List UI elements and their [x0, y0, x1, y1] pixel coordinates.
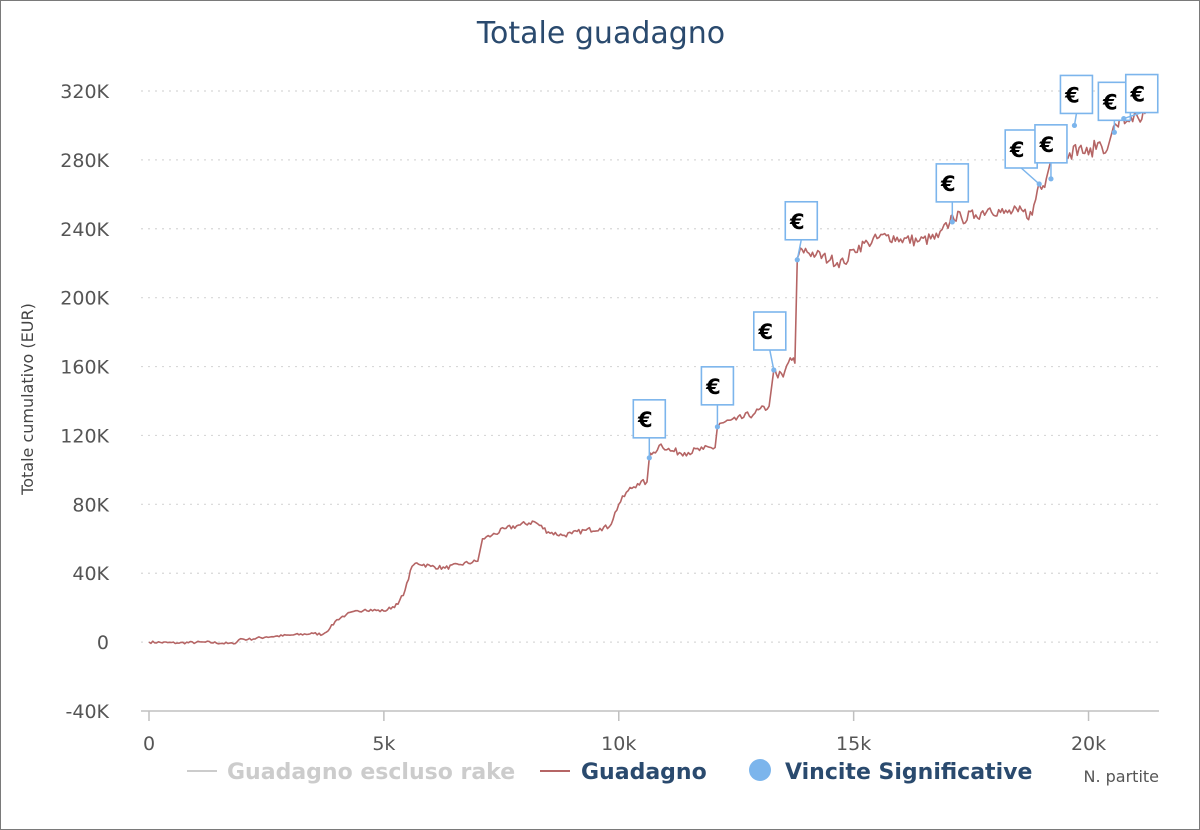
vincita-flag[interactable]: €: [935, 163, 970, 225]
vincita-point[interactable]: [1036, 181, 1042, 187]
vincita-point[interactable]: [949, 219, 955, 225]
flag-label: €: [1064, 83, 1080, 107]
y-tick-label: 80K: [72, 494, 109, 516]
flag-box: [752, 311, 787, 351]
legend-label-guadagno: Guadagno: [581, 760, 707, 785]
series-vincite-significative[interactable]: € € € € € € € € € €: [632, 73, 1159, 461]
y-tick-label: 0: [97, 632, 109, 654]
vincita-point[interactable]: [1048, 176, 1054, 182]
vincita-point[interactable]: [794, 257, 800, 263]
vincita-point[interactable]: [1071, 122, 1078, 129]
x-tick-label: 5k: [372, 733, 395, 755]
vincita-flag[interactable]: €: [1004, 129, 1042, 187]
x-tick-label: 15k: [836, 733, 871, 755]
flag-box: [632, 399, 667, 439]
flag-box: [700, 366, 735, 406]
vincita-flag[interactable]: €: [1034, 124, 1068, 182]
x-tick-label: 0: [143, 733, 155, 755]
flag-label: €: [1129, 83, 1145, 107]
chart-title: Totale guadagno: [476, 16, 725, 51]
legend-swatch-vincite: [749, 759, 771, 781]
x-axis: 0 5k 10k 15k 20k: [141, 710, 1159, 755]
legend-label-escluso: Guadagno escluso rake: [227, 760, 515, 785]
flag-stem: [796, 239, 803, 260]
y-axis-label: Totale cumulativo (EUR): [18, 303, 37, 496]
flag-label: €: [1009, 138, 1025, 162]
y-axis-ticks: -40K 0 40K 80K 120K 160K 200K 240K 280K 320K: [60, 81, 109, 723]
gridlines: [141, 90, 1159, 643]
y-tick-label: 120K: [60, 425, 109, 447]
legend-item-guadagno-escluso-rake[interactable]: Guadagno escluso rake: [187, 760, 515, 785]
y-tick-label: 320K: [60, 81, 109, 103]
vincita-point[interactable]: [771, 367, 777, 373]
vincita-flag[interactable]: €: [1059, 74, 1094, 129]
y-tick-label: 160K: [60, 357, 109, 379]
vincita-flag[interactable]: €: [632, 399, 667, 461]
y-tick-label: -40K: [66, 701, 110, 723]
vincita-flag[interactable]: €: [752, 311, 787, 373]
flag-stem: [769, 349, 775, 371]
vincita-point[interactable]: [1111, 129, 1117, 135]
vincita-flag[interactable]: €: [784, 200, 819, 263]
flag-label: €: [705, 375, 721, 399]
flag-label: €: [637, 408, 653, 432]
legend-label-vincite: Vincite Significative: [785, 760, 1032, 785]
vincita-point[interactable]: [714, 424, 721, 430]
x-tick-label: 10k: [601, 733, 636, 755]
flag-stem: [1123, 111, 1143, 120]
y-tick-label: 40K: [72, 563, 109, 585]
flag-stem: [1020, 167, 1040, 185]
flag-box: [1034, 124, 1068, 164]
x-tick-label: 20k: [1071, 733, 1106, 755]
legend-item-vincite-significative[interactable]: Vincite Significative: [749, 759, 1032, 785]
vincita-flag[interactable]: €: [700, 366, 735, 430]
vincita-point[interactable]: [1121, 115, 1127, 122]
legend: Guadagno escluso rake Guadagno Vincite S…: [187, 759, 1032, 785]
flag-label: €: [1039, 133, 1055, 157]
flag-box: [935, 163, 970, 203]
flag-box: [1004, 129, 1039, 169]
y-tick-label: 200K: [60, 288, 109, 310]
y-tick-label: 240K: [60, 219, 109, 241]
x-axis-label: N. partite: [1083, 767, 1159, 786]
vincita-point[interactable]: [646, 455, 652, 461]
guadagno-line[interactable]: [148, 102, 1151, 645]
flag-label: €: [789, 210, 805, 234]
y-tick-label: 280K: [60, 150, 109, 172]
flag-box: [1124, 73, 1159, 114]
flag-label: €: [1102, 90, 1118, 114]
series-guadagno[interactable]: [148, 102, 1151, 645]
flag-label: €: [940, 172, 956, 196]
flag-label: €: [757, 320, 773, 344]
flag-box: [784, 200, 819, 241]
flag-box: [1059, 74, 1094, 115]
vincita-flag[interactable]: €: [1121, 73, 1159, 122]
legend-item-guadagno[interactable]: Guadagno: [540, 760, 707, 785]
